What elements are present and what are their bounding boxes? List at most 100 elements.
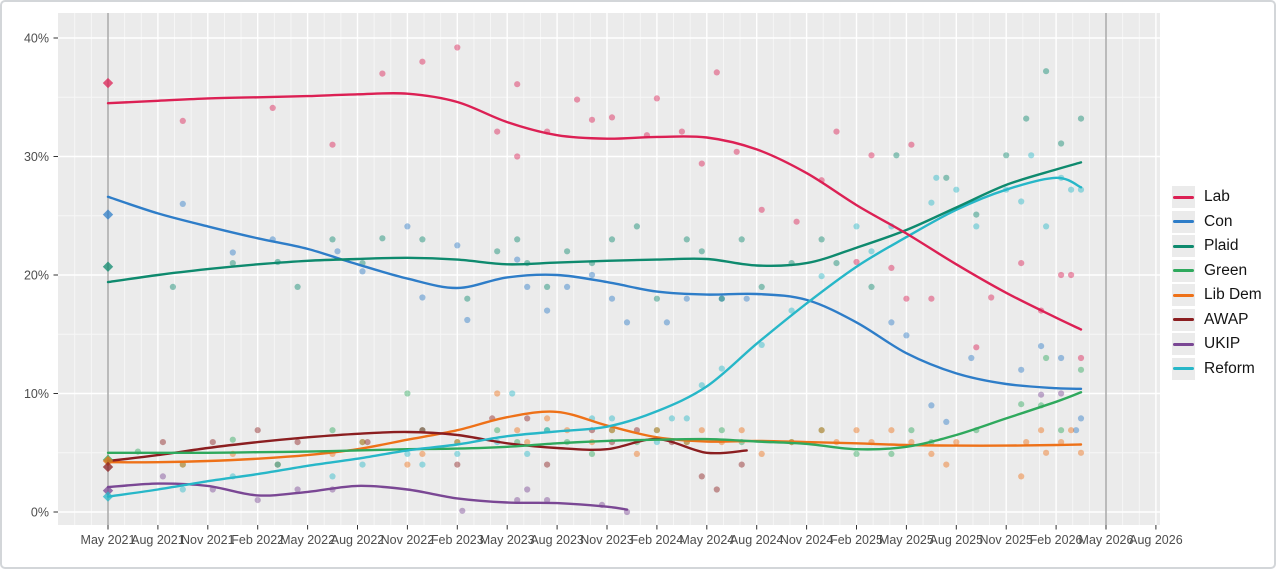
- x-tick-label: Nov 2021: [181, 533, 235, 547]
- poll-point: [1077, 415, 1085, 422]
- election-result-diamond-con: [102, 209, 114, 220]
- x-tick-label: Feb 2024: [630, 533, 683, 547]
- poll-point: [973, 344, 980, 351]
- poll-point: [419, 450, 426, 457]
- poll-point: [928, 450, 935, 457]
- poll-point: [359, 439, 366, 446]
- poll-point: [1058, 271, 1065, 279]
- poll-point: [1077, 449, 1085, 456]
- poll-point: [494, 128, 501, 135]
- poll-point: [588, 450, 596, 457]
- poll-point: [1038, 391, 1045, 398]
- poll-point: [908, 439, 915, 446]
- x-tick-label: Feb 2025: [830, 533, 883, 547]
- trend-line-green: [106, 391, 1083, 455]
- poll-point: [294, 486, 301, 493]
- poll-point: [404, 461, 411, 468]
- poll-point: [1023, 439, 1030, 446]
- poll-point: [608, 114, 616, 121]
- trend-line-plaid: [106, 161, 1083, 284]
- poll-point: [1058, 427, 1065, 434]
- poll-point: [179, 117, 186, 124]
- election-result-diamond-lab: [102, 77, 114, 89]
- poll-point: [334, 248, 341, 255]
- trend-line-reform: [106, 176, 1083, 498]
- legend-item-plaid: Plaid: [1172, 235, 1274, 257]
- legend-label-lab: Lab: [1204, 188, 1230, 205]
- poll-point: [818, 427, 825, 434]
- election-result-diamond-ukip: [102, 485, 114, 496]
- poll-point: [893, 152, 900, 159]
- election-result-diamond-plaid: [102, 261, 114, 272]
- poll-point: [833, 128, 840, 135]
- legend-key-line: [1173, 195, 1194, 199]
- poll-point: [608, 415, 616, 422]
- poll-point: [229, 436, 236, 443]
- poll-point: [943, 174, 950, 181]
- poll-point: [853, 450, 860, 457]
- poll-point: [524, 450, 531, 457]
- poll-point: [908, 427, 915, 434]
- poll-point: [793, 218, 800, 225]
- legend-label-reform: Reform: [1204, 359, 1255, 377]
- poll-point: [888, 450, 895, 457]
- legend-key-line: [1173, 220, 1194, 223]
- poll-point: [1003, 152, 1010, 159]
- poll-point: [229, 249, 236, 256]
- legend-item-lab: Lab: [1172, 186, 1274, 208]
- poll-point: [329, 427, 336, 434]
- poll-point: [683, 236, 690, 243]
- legend-key-awap: [1172, 308, 1195, 331]
- poll-point: [698, 382, 705, 389]
- poll-point: [833, 260, 840, 267]
- poll-point: [329, 141, 336, 148]
- x-tick-label: May 2022: [280, 533, 335, 547]
- poll-point: [364, 439, 371, 446]
- election-result-diamond-awap: [102, 461, 114, 473]
- poll-point: [953, 439, 960, 446]
- poll-point: [544, 415, 551, 422]
- poll-point: [329, 236, 336, 243]
- poll-point: [1028, 152, 1035, 159]
- poll-point: [544, 283, 551, 290]
- poll-point: [419, 236, 426, 243]
- legend-key-line: [1173, 293, 1194, 297]
- poll-points-con: [179, 200, 1085, 434]
- poll-point: [758, 341, 765, 348]
- x-tick-label: Nov 2024: [780, 533, 834, 547]
- poll-point: [459, 507, 466, 514]
- poll-point: [1058, 354, 1065, 362]
- poll-point: [718, 427, 725, 434]
- legend-label-ukip: UKIP: [1204, 335, 1241, 352]
- poll-point: [718, 365, 725, 372]
- poll-point: [454, 44, 461, 51]
- legend-key-libdem: [1172, 284, 1195, 306]
- chart-legend: Lab Con Plaid Green Lib Dem AWAP UKIP Reform: [1172, 186, 1274, 382]
- poll-point: [514, 153, 521, 160]
- poll-point: [329, 473, 336, 480]
- legend-item-con: Con: [1172, 210, 1274, 233]
- poll-point: [524, 439, 531, 446]
- poll-point: [359, 439, 366, 446]
- x-tick-label: May 2023: [480, 533, 535, 547]
- poll-point: [633, 223, 641, 230]
- poll-point: [1018, 401, 1025, 408]
- poll-point: [758, 206, 765, 213]
- x-tick-label: Aug 2026: [1129, 533, 1183, 547]
- poll-point: [514, 256, 521, 263]
- y-tick-label: 0%: [31, 506, 49, 520]
- y-tick-label: 30%: [24, 150, 49, 164]
- legend-key-line: [1173, 269, 1194, 272]
- legend-item-green: Green: [1172, 259, 1274, 282]
- poll-point: [274, 461, 281, 468]
- election-result-diamond-libdem: [102, 455, 114, 467]
- poll-point: [169, 283, 176, 290]
- poll-point: [1018, 260, 1025, 267]
- poll-point: [928, 402, 935, 409]
- poll-point: [454, 450, 461, 457]
- legend-label-plaid: Plaid: [1204, 237, 1239, 254]
- poll-point: [818, 236, 825, 243]
- poll-point: [1018, 366, 1025, 373]
- poll-point: [738, 427, 745, 434]
